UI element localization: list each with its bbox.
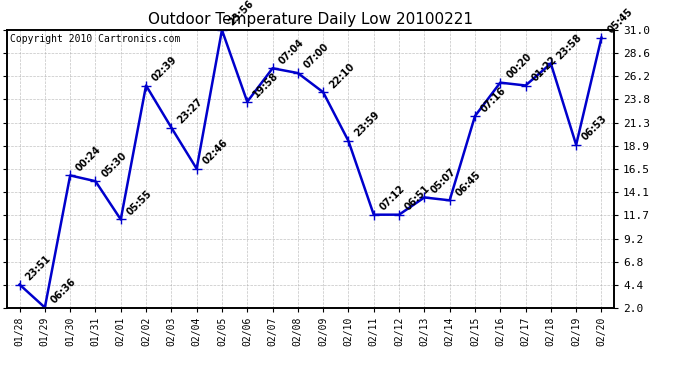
Text: 02:39: 02:39 (150, 54, 179, 83)
Text: 05:30: 05:30 (99, 150, 128, 179)
Text: 05:07: 05:07 (428, 166, 457, 195)
Text: 23:27: 23:27 (175, 96, 204, 125)
Text: 23:56: 23:56 (226, 0, 255, 28)
Text: 07:00: 07:00 (302, 42, 331, 71)
Text: 06:53: 06:53 (580, 114, 609, 142)
Text: 23:51: 23:51 (23, 254, 52, 282)
Text: 06:45: 06:45 (454, 169, 483, 198)
Text: 19:58: 19:58 (251, 70, 281, 100)
Title: Outdoor Temperature Daily Low 20100221: Outdoor Temperature Daily Low 20100221 (148, 12, 473, 27)
Text: 07:12: 07:12 (378, 183, 407, 213)
Text: 01:22: 01:22 (530, 54, 559, 83)
Text: 07:16: 07:16 (479, 85, 508, 114)
Text: 00:24: 00:24 (75, 144, 104, 173)
Text: 05:55: 05:55 (125, 188, 154, 217)
Text: 23:59: 23:59 (353, 110, 382, 139)
Text: 06:36: 06:36 (49, 276, 78, 305)
Text: 22:10: 22:10 (327, 61, 356, 90)
Text: Copyright 2010 Cartronics.com: Copyright 2010 Cartronics.com (10, 34, 180, 44)
Text: 23:58: 23:58 (555, 32, 584, 62)
Text: 07:04: 07:04 (277, 37, 306, 66)
Text: 00:20: 00:20 (504, 51, 533, 81)
Text: 06:51: 06:51 (403, 183, 432, 213)
Text: 02:46: 02:46 (201, 138, 230, 166)
Text: 05:45: 05:45 (606, 6, 635, 36)
